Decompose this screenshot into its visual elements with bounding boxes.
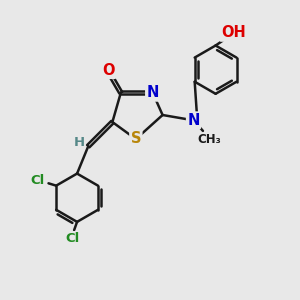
Text: Cl: Cl [65, 232, 80, 245]
Text: O: O [102, 63, 115, 78]
Text: OH: OH [221, 26, 246, 40]
Text: Cl: Cl [31, 174, 45, 187]
Text: S: S [130, 131, 141, 146]
Text: N: N [187, 113, 200, 128]
Text: H: H [73, 136, 84, 149]
Text: N: N [146, 85, 159, 100]
Text: CH₃: CH₃ [197, 133, 221, 146]
